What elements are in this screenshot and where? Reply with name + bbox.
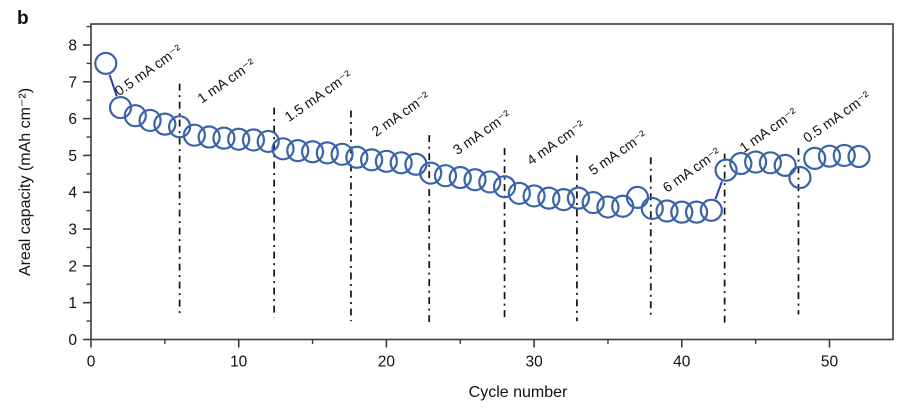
y-axis-tick-label: 4: [68, 185, 77, 202]
y-axis-tick-label: 5: [68, 148, 77, 165]
x-axis-tick-label: 10: [230, 354, 248, 371]
x-axis-tick-label: 40: [673, 354, 691, 371]
y-axis-tick-label: 7: [68, 74, 77, 91]
x-axis-tick-label: 0: [87, 354, 96, 371]
data-point-marker: [138, 108, 162, 133]
data-point-marker: [227, 127, 251, 151]
data-point-marker: [478, 170, 502, 194]
data-point-marker: [300, 140, 325, 164]
data-point-marker: [670, 200, 694, 224]
plot-frame: [90, 23, 894, 341]
data-point-marker: [699, 198, 723, 222]
rate-label: 0.5 mA cm⁻²: [112, 41, 185, 99]
y-axis-tick-label: 1: [68, 295, 77, 312]
data-point-marker: [507, 181, 531, 205]
data-point-marker: [389, 151, 413, 175]
data-point-marker: [241, 128, 266, 152]
rate-label: 1 mA cm⁻²: [736, 104, 800, 155]
x-axis-tick-label: 30: [525, 354, 543, 371]
data-point-marker: [374, 149, 398, 173]
data-point-marker: [197, 125, 221, 149]
data-point-marker: [448, 165, 472, 190]
rate-label: 0.5 mA cm⁻²: [800, 88, 873, 146]
data-point-marker: [552, 188, 576, 212]
data-point-marker: [522, 184, 546, 208]
data-point-marker: [596, 195, 620, 219]
y-axis-title: Areal capacity (mAh cm⁻²): [17, 88, 34, 276]
data-point-marker: [212, 126, 236, 150]
rate-label: 1.5 mA cm⁻²: [281, 67, 354, 125]
connector-line: [108, 74, 118, 97]
panel-label: b: [17, 8, 29, 29]
data-point-marker: [463, 168, 487, 192]
data-point-marker: [153, 112, 177, 136]
data-point-marker: [123, 104, 147, 128]
data-point-marker: [345, 145, 369, 169]
connector-line: [714, 181, 723, 200]
x-axis-tick-label: 50: [821, 354, 839, 371]
data-point-marker: [817, 144, 842, 168]
data-point-marker: [360, 148, 384, 172]
data-point-marker: [773, 153, 797, 177]
data-point-marker: [492, 175, 517, 199]
data-point-marker: [271, 137, 295, 161]
data-point-marker: [537, 186, 561, 210]
data-point-marker: [655, 199, 679, 223]
data-point-marker: [684, 200, 709, 224]
y-axis-tick-label: 2: [68, 258, 77, 275]
data-point-marker: [433, 164, 458, 188]
y-axis-tick-label: 6: [68, 111, 77, 128]
data-point-marker: [788, 165, 812, 190]
y-axis-tick-label: 8: [68, 37, 77, 54]
y-axis-tick-label: 3: [68, 222, 77, 239]
data-point-marker: [729, 151, 753, 176]
data-point-marker: [94, 51, 118, 75]
data-point-marker: [847, 144, 871, 169]
data-point-marker: [581, 190, 605, 215]
data-point-marker: [625, 185, 650, 209]
data-point-marker: [714, 158, 738, 182]
data-point-marker: [832, 143, 856, 168]
data-point-marker: [256, 129, 280, 154]
rate-label: 5 mA cm⁻²: [586, 127, 650, 178]
y-axis-tick-label: 0: [68, 332, 77, 349]
data-point-marker: [315, 141, 339, 165]
data-point-marker: [803, 146, 827, 170]
data-point-marker: [330, 142, 354, 166]
rate-label: 1 mA cm⁻²: [194, 55, 258, 106]
x-axis-tick-label: 20: [378, 354, 396, 371]
rate-label: 6 mA cm⁻²: [660, 144, 724, 195]
rate-label: 2 mA cm⁻²: [369, 88, 433, 139]
data-point-marker: [566, 186, 591, 210]
data-point-marker: [640, 196, 664, 221]
data-point-marker: [286, 139, 310, 163]
data-point-marker: [419, 161, 443, 185]
data-point-marker: [758, 151, 783, 175]
rate-label: 4 mA cm⁻²: [524, 117, 588, 168]
data-point-marker: [182, 123, 206, 147]
data-point-marker: [744, 150, 768, 174]
data-point-marker: [108, 95, 133, 120]
x-axis-title: Cycle number: [469, 384, 568, 401]
